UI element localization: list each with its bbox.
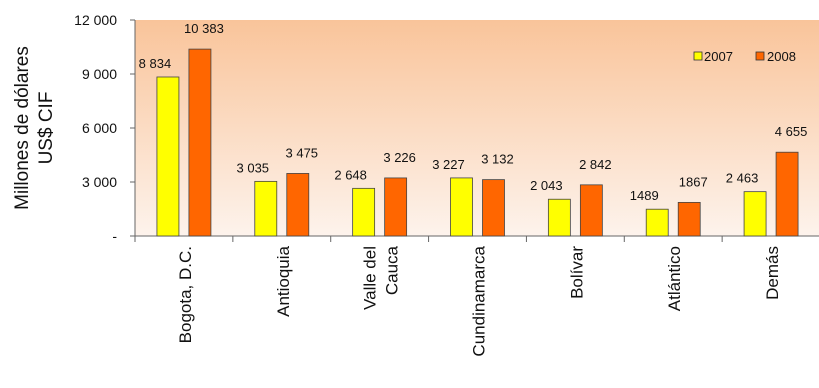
x-axis: Bogota, D.C. Antioquia Valle del Cauca Cundi… — [134, 235, 819, 357]
bar-2007 — [156, 76, 180, 237]
x-category-label: Cauca — [383, 245, 402, 295]
y-tick-label: 9 000 — [82, 66, 117, 82]
bar-2007 — [547, 198, 571, 237]
x-category-label: Bogota, D.C. — [176, 246, 195, 343]
bar-2008 — [579, 184, 603, 237]
x-category-label: Valle del — [361, 246, 380, 310]
data-label-2008: 2 842 — [579, 157, 612, 172]
y-axis-title-line-2: US$ CIF — [36, 92, 57, 165]
y-tick-label: - — [112, 228, 117, 244]
data-label-2008: 1867 — [679, 174, 708, 189]
bar-2008 — [384, 177, 408, 237]
x-category-label: Atlántico — [665, 246, 684, 311]
bars — [156, 48, 799, 237]
data-labels: 8 834 10 383 3 035 3 475 2 648 3 226 3 227 3 13… — [139, 21, 808, 203]
y-axis-title-line-1: Millones de dólares — [12, 46, 33, 210]
bar-2007 — [450, 177, 473, 237]
bar-2007 — [352, 187, 376, 237]
x-category-label: Antioquia — [274, 245, 293, 316]
x-category-label: Demás — [763, 246, 782, 300]
data-label-2007: 1489 — [630, 188, 659, 203]
data-label-2008: 3 226 — [383, 150, 416, 165]
bar-2008 — [188, 48, 212, 237]
data-label-2007: 8 834 — [139, 56, 172, 71]
bar-2008 — [286, 173, 310, 237]
bar-2008 — [775, 151, 799, 237]
data-label-2007: 2 648 — [334, 167, 367, 182]
x-category-label: Bolívar — [567, 246, 586, 299]
bar-2007 — [645, 208, 669, 237]
data-label-2008: 10 383 — [184, 21, 224, 36]
data-label-2007: 3 035 — [237, 160, 270, 175]
bar-2008 — [677, 201, 701, 237]
data-label-2007: 2 463 — [726, 171, 759, 186]
y-tick-label: 12 000 — [74, 12, 117, 28]
data-label-2008: 4 655 — [775, 124, 808, 139]
x-category-label: Cundinamarca — [470, 245, 489, 356]
y-tick-label: 3 000 — [82, 174, 117, 190]
data-label-2008: 3 475 — [286, 145, 319, 160]
bar-2007 — [254, 180, 278, 237]
legend-label-2008: 2008 — [767, 49, 796, 64]
bar-2008 — [482, 179, 505, 237]
legend-swatch-2007 — [693, 51, 703, 61]
bar-2007 — [743, 191, 767, 237]
plot-area — [135, 20, 819, 236]
legend-label-2007: 2007 — [704, 49, 733, 64]
legend-swatch-2008 — [755, 51, 765, 61]
legend: 2007 2008 — [693, 49, 796, 64]
data-label-2007: 3 227 — [432, 157, 465, 172]
data-label-2007: 2 043 — [530, 178, 563, 193]
y-axis: - 3 000 6 000 9 000 12 000 — [74, 12, 136, 244]
y-tick-label: 6 000 — [82, 120, 117, 136]
data-label-2008: 3 132 — [481, 152, 514, 167]
